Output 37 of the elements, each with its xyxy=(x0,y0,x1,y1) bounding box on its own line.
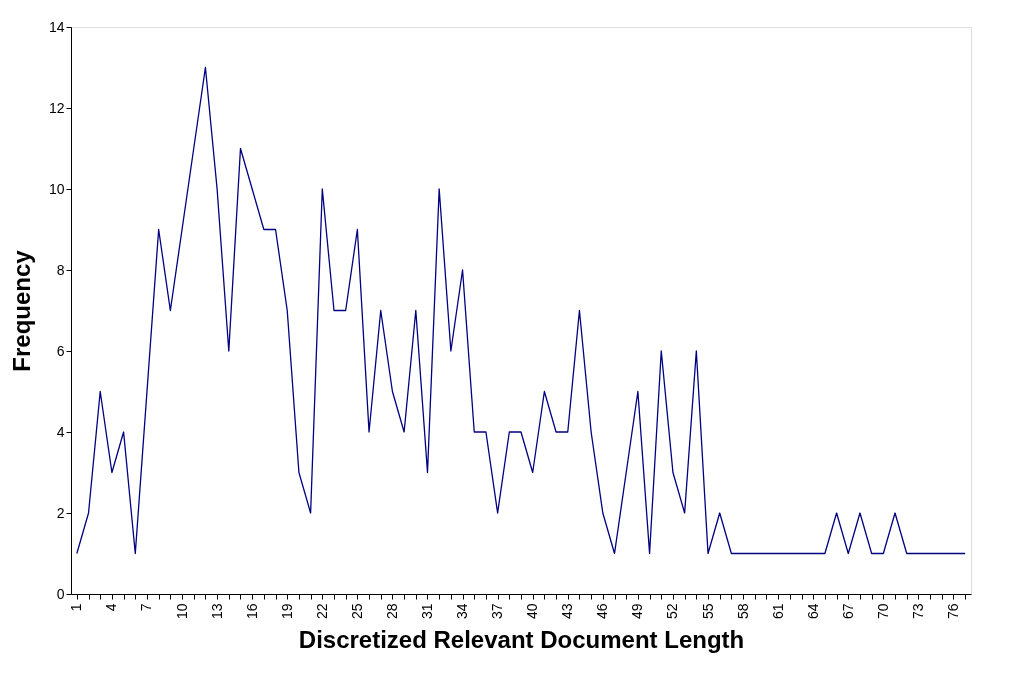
x-tick-label: 19 xyxy=(278,603,295,620)
x-tick-label: 34 xyxy=(454,603,471,620)
x-tick-label: 64 xyxy=(804,603,821,620)
line-series xyxy=(76,66,966,555)
x-axis-title: Discretized Relevant Document Length xyxy=(298,626,745,654)
y-tick-label: 2 xyxy=(56,504,65,521)
x-tick-label: 13 xyxy=(208,603,225,620)
x-tick-label: 37 xyxy=(489,603,506,620)
y-tick-label: 8 xyxy=(56,261,65,278)
x-tick-label: 31 xyxy=(418,603,435,620)
y-tick-label: 12 xyxy=(48,99,65,116)
x-tick-label: 10 xyxy=(173,603,190,620)
y-tick-label: 10 xyxy=(48,180,65,197)
x-tick-label: 43 xyxy=(559,603,576,620)
x-tick-label: 25 xyxy=(348,603,365,620)
x-tick-label: 61 xyxy=(769,603,786,620)
x-tick-label: 22 xyxy=(313,603,330,620)
y-tick-label: 14 xyxy=(48,18,65,35)
x-tick-label: 70 xyxy=(874,603,891,620)
x-tick-label: 28 xyxy=(383,603,400,620)
x-tick-label: 7 xyxy=(138,603,155,612)
x-tick-label: 67 xyxy=(839,603,856,620)
x-tick-label: 76 xyxy=(944,603,961,620)
x-tick-label: 1 xyxy=(68,603,85,612)
y-tick-label: 6 xyxy=(56,342,65,359)
x-tick-label: 40 xyxy=(524,603,541,620)
x-tick-label: 52 xyxy=(664,603,681,620)
x-tick-label: 58 xyxy=(734,603,751,620)
x-tick-label: 46 xyxy=(594,603,611,620)
x-tick-label: 49 xyxy=(629,603,646,620)
x-tick-label: 4 xyxy=(103,603,120,612)
x-tick-label: 55 xyxy=(699,603,716,620)
y-tick-label: 4 xyxy=(56,423,65,440)
y-axis-title: Frequency xyxy=(7,249,35,372)
x-tick-label: 73 xyxy=(909,603,926,620)
y-tick-label: 0 xyxy=(56,585,65,602)
x-tick-label: 16 xyxy=(243,603,260,620)
